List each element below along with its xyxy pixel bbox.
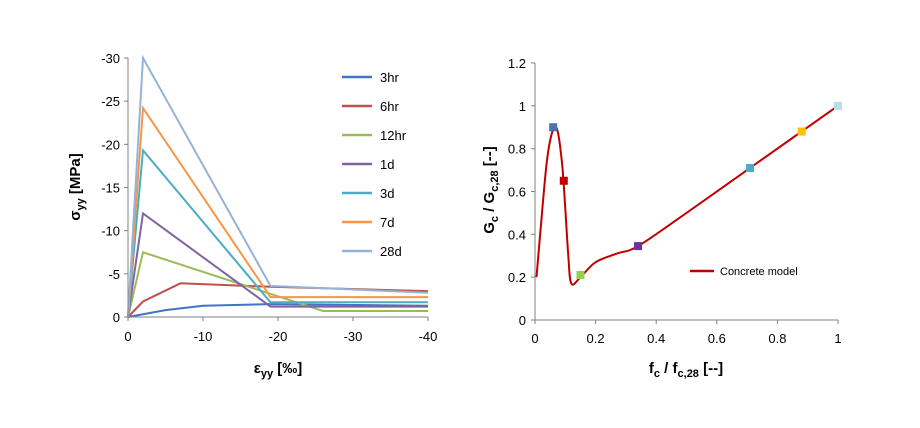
legend-label: 3d (380, 186, 394, 201)
left-x-tick-labels: 0 -10 -20 -30 -40 (124, 329, 437, 344)
y-tick-label: 1 (519, 99, 526, 114)
x-tick-label: -30 (344, 329, 363, 344)
series-line-12hr (127, 251, 428, 318)
right-x-axis-label: fc / fc,28 [--] (649, 360, 723, 380)
left-y-axis-label: σyy [MPa] (67, 153, 87, 221)
y-tick-label: 0.4 (508, 227, 526, 242)
legend-item-7d: 7d (342, 215, 394, 230)
left-y-tick-labels: 0 -5 -10 -15 -20 -25 -30 (101, 51, 120, 325)
data-point-marker (576, 271, 585, 280)
y-tick-label: 0 (519, 313, 526, 328)
legend-item-6hr: 6hr (342, 99, 399, 114)
legend-label: 1d (380, 157, 394, 172)
legend-item-concrete-model: Concrete model (690, 266, 798, 278)
left-legend: 3hr 6hr 12hr 1d 3d 7d 28d (342, 70, 407, 259)
right-x-tick-labels: 0 0.2 0.4 0.6 0.8 1 (531, 331, 841, 346)
y-tick-label: 1.2 (508, 56, 526, 71)
legend-item-3hr: 3hr (342, 70, 399, 85)
x-tick-label: 0 (531, 331, 538, 346)
right-y-tick-labels: 0 0.2 0.4 0.6 0.8 1 1.2 (508, 56, 526, 328)
x-tick-label: -20 (269, 329, 288, 344)
data-point-marker (746, 163, 755, 172)
legend-label: 7d (380, 215, 394, 230)
data-point-marker (797, 127, 806, 136)
stress-strain-series-lines (127, 54, 429, 318)
x-tick-label: 0.4 (647, 331, 665, 346)
concrete-model-curve (535, 104, 839, 286)
legend-item-3d: 3d (342, 186, 394, 201)
legend-label: 28d (380, 244, 402, 259)
y-tick-label: -30 (101, 51, 120, 66)
data-point-marker (634, 242, 643, 251)
left-x-axis-label: εyy [‰] (254, 360, 303, 380)
series-line-3d (127, 147, 428, 318)
x-tick-label: 0 (124, 329, 131, 344)
y-tick-label: -5 (108, 267, 120, 282)
data-point-marker (549, 123, 558, 132)
y-tick-label: 0.2 (508, 270, 526, 285)
legend-label: 6hr (380, 99, 399, 114)
series-line-7d (127, 105, 428, 318)
data-point-markers (549, 101, 842, 280)
data-point-marker (834, 101, 842, 110)
data-point-marker (559, 176, 568, 185)
right-legend: Concrete model (690, 266, 798, 278)
series-line-3hr (127, 303, 429, 318)
legend-label: 12hr (380, 128, 407, 143)
legend-label: Concrete model (720, 266, 798, 278)
left-tick-marks (124, 57, 429, 321)
y-tick-label: -10 (101, 224, 120, 239)
right-tick-marks (531, 62, 839, 324)
legend-item-28d: 28d (342, 244, 402, 259)
series-line-28d (127, 54, 429, 318)
x-tick-label: -40 (419, 329, 438, 344)
stress-strain-chart: 0 -10 -20 -30 -40 0 -5 -10 -15 -20 -25 -30 3hr 6hr 1… (67, 51, 437, 380)
y-tick-label: -15 (101, 181, 120, 196)
fracture-energy-chart: 0 0.2 0.4 0.6 0.8 1 0 0.2 0.4 0.6 0.8 1 1.2 Concret… (481, 56, 842, 380)
x-tick-label: 0.2 (587, 331, 605, 346)
y-tick-label: -25 (101, 94, 120, 109)
legend-label: 3hr (380, 70, 399, 85)
x-tick-label: 0.8 (768, 331, 786, 346)
x-tick-label: 1 (834, 331, 841, 346)
y-tick-label: -20 (101, 137, 120, 152)
y-tick-label: 0.6 (508, 185, 526, 200)
y-tick-label: 0 (113, 310, 120, 325)
series-line-concrete-model (535, 104, 839, 286)
right-y-axis-label: Gc / Gc,28 [--] (481, 146, 501, 234)
series-line-1d (127, 211, 428, 318)
legend-item-1d: 1d (342, 157, 394, 172)
x-tick-label: 0.6 (708, 331, 726, 346)
legend-item-12hr: 12hr (342, 128, 407, 143)
y-tick-label: 0.8 (508, 142, 526, 157)
x-tick-label: -10 (194, 329, 213, 344)
